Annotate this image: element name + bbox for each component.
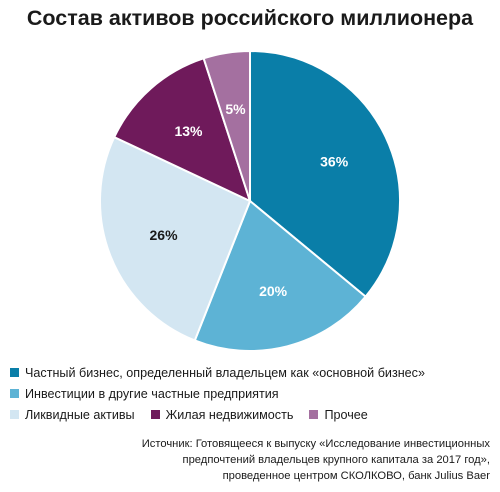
legend-item-real-estate: Жилая недвижимость [150, 407, 294, 422]
data-label-other-investments: 20% [259, 283, 288, 299]
legend-item-main-business: Частный бизнес, определенный владельцем … [10, 366, 425, 380]
legend-swatch-other [309, 410, 319, 419]
source-line-1: Источник: Готовящееся к выпуску «Исследо… [141, 438, 490, 450]
data-label-real-estate: 13% [174, 123, 203, 139]
legend-item-other-investments: Инвестиции в другие частные предприятия [10, 387, 279, 401]
legend-row-3: Ликвидные активы Жилая недвижимость Проч… [10, 404, 494, 425]
legend: Частный бизнес, определенный владельцем … [10, 362, 494, 425]
source-line-2: предпочтений владельцев крупного капитал… [182, 454, 490, 466]
pie-slice-other-investments [193, 199, 367, 352]
legend-label-real-estate: Жилая недвижимость [165, 407, 294, 422]
pie-slice-liquid-assets [99, 135, 252, 342]
data-label-main-business: 36% [320, 153, 349, 169]
pie-slice-main-business [249, 49, 401, 299]
legend-row-1: Частный бизнес, определенный владельцем … [10, 362, 494, 383]
legend-label-liquid-assets: Ликвидные активы [25, 407, 135, 422]
pie-slice-real-estate [112, 57, 252, 203]
legend-item-liquid-assets: Ликвидные активы [10, 408, 135, 422]
source-line-3: проведенное центром СКОЛКОВО, банк Juliu… [222, 470, 490, 482]
legend-swatch-liquid-assets [10, 410, 19, 419]
legend-item-other: Прочее [309, 407, 368, 422]
legend-label-other-investments: Инвестиции в другие частные предприятия [25, 386, 279, 401]
pie-slice-other [202, 49, 251, 202]
legend-swatch-main-business [10, 368, 19, 377]
legend-swatch-real-estate [150, 410, 160, 419]
data-label-liquid-assets: 26% [150, 227, 179, 243]
legend-swatch-other-investments [10, 389, 19, 398]
chart-title: Состав активов российского миллионера [26, 6, 474, 30]
data-label-other: 5% [225, 101, 246, 117]
legend-row-2: Инвестиции в другие частные предприятия [10, 383, 494, 404]
source-note: Источник: Готовящееся к выпуску «Исследо… [70, 436, 490, 484]
legend-label-other: Прочее [324, 407, 368, 422]
legend-label-main-business: Частный бизнес, определенный владельцем … [25, 365, 425, 380]
